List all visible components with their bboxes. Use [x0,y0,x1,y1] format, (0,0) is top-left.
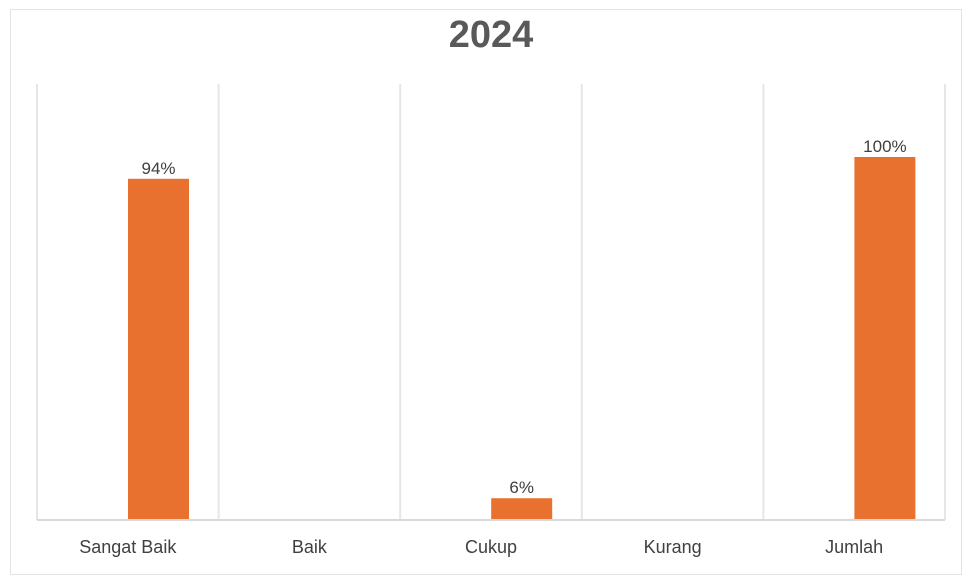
bar [128,178,189,520]
bar [854,157,916,520]
x-tick-label: Jumlah [825,537,883,557]
x-tick-label: Sangat Baik [79,537,177,557]
chart-title: 2024 [449,14,534,56]
data-label: 6% [509,478,534,497]
data-label: 94% [141,159,175,178]
grid-layer [36,84,946,520]
bars-layer [128,157,916,520]
bar [491,498,553,520]
x-tick-label: Baik [292,537,328,557]
x-tick-label: Kurang [644,537,702,557]
x-tick-label: Cukup [465,537,517,557]
labels-layer: Sangat Baik 94% Baik Cukup 6% Kurang Jumlah 100… [79,137,906,557]
data-label: 100% [863,137,906,156]
